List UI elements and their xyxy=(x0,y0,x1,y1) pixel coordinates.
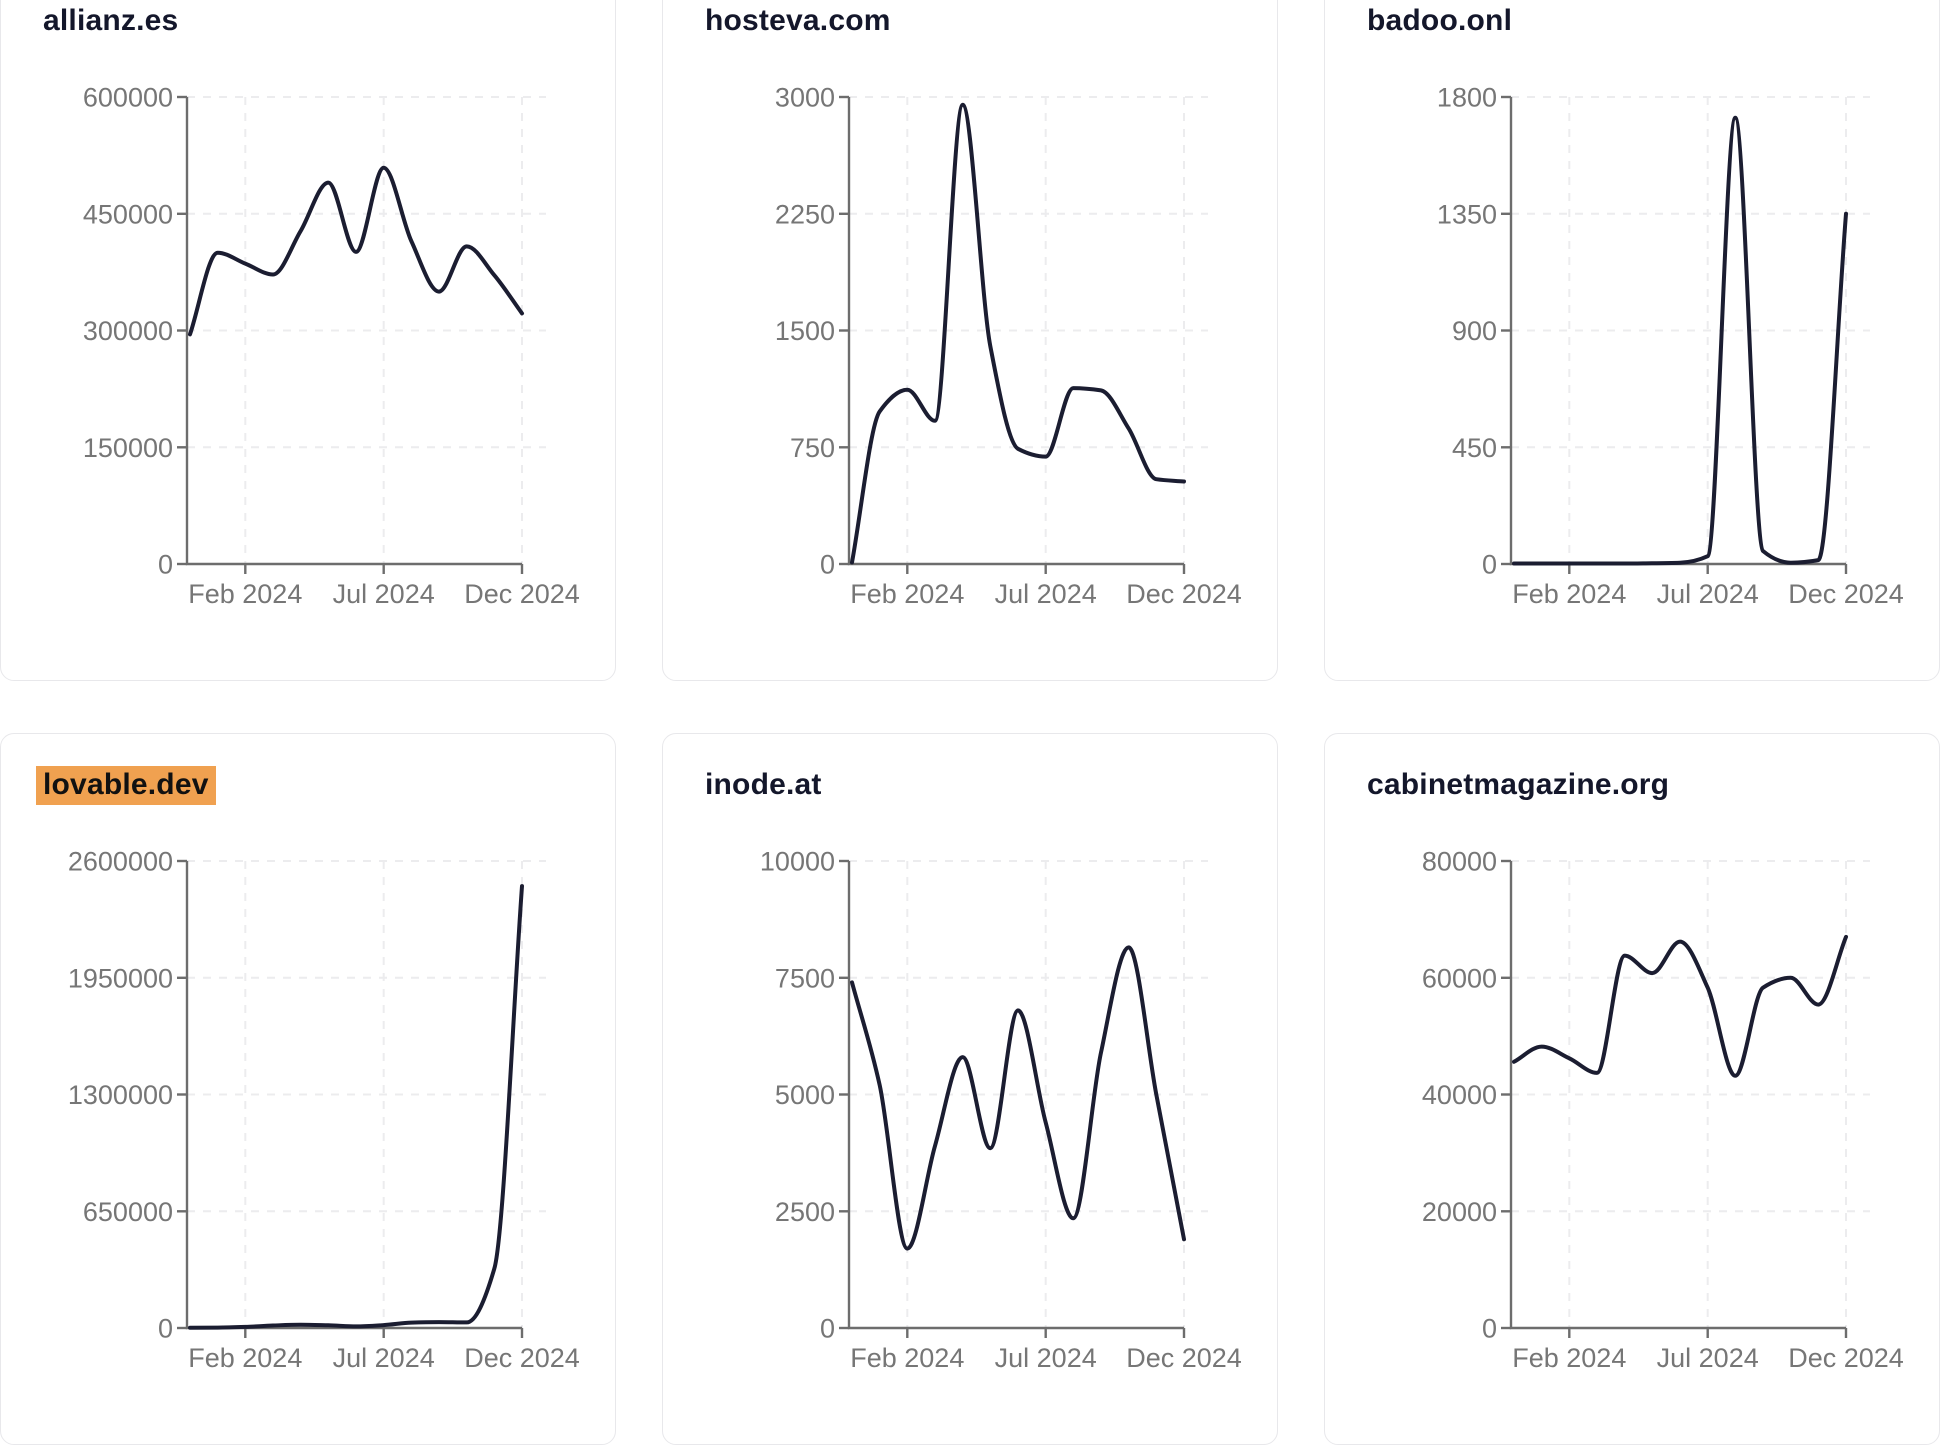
tick-labels: 0 750 1500 2250 3000 Feb 2024 Jul 2024 Dec 2024 xyxy=(775,83,1242,610)
chart-card: allianz.es 0 150000 300000 450000 600000 Feb … xyxy=(0,0,616,681)
x-tick-label: Jul 2024 xyxy=(333,1343,435,1373)
chart-title: hosteva.com xyxy=(663,0,1277,38)
y-tick-label: 40000 xyxy=(1422,1080,1497,1110)
y-tick-label: 2500 xyxy=(775,1197,835,1227)
y-tick-label: 7500 xyxy=(775,963,835,993)
x-tick-label: Jul 2024 xyxy=(1657,579,1759,609)
x-tick-label: Feb 2024 xyxy=(1512,579,1626,609)
gridlines xyxy=(849,860,1208,1328)
y-tick-label: 1800 xyxy=(1437,83,1497,113)
chart-title: badoo.onl xyxy=(1325,0,1939,38)
x-tick-label: Dec 2024 xyxy=(464,579,580,609)
y-tick-label: 5000 xyxy=(775,1080,835,1110)
y-tick-label: 900 xyxy=(1452,316,1497,346)
chart-title-text: cabinetmagazine.org xyxy=(1367,768,1670,801)
y-tick-label: 650000 xyxy=(83,1197,173,1227)
series-line xyxy=(188,165,524,337)
chart-title-text: hosteva.com xyxy=(705,4,891,37)
y-tick-label: 1950000 xyxy=(68,963,173,993)
gridlines xyxy=(1511,96,1870,564)
tick-labels: 0 450 900 1350 1800 Feb 2024 Jul 2024 Dec 2024 xyxy=(1437,83,1904,610)
axes xyxy=(1501,95,1848,574)
y-tick-label: 0 xyxy=(1482,550,1497,580)
line-chart: 0 450 900 1350 1800 Feb 2024 Jul 2024 Dec 2024 xyxy=(1437,83,1904,610)
y-tick-label: 20000 xyxy=(1422,1197,1497,1227)
y-tick-label: 0 xyxy=(158,1314,173,1344)
chart-title-text: lovable.dev xyxy=(36,766,216,805)
x-tick-label: Jul 2024 xyxy=(995,579,1097,609)
x-tick-label: Jul 2024 xyxy=(333,579,435,609)
gridlines xyxy=(1511,860,1870,1328)
axes xyxy=(177,859,524,1338)
series-line xyxy=(850,102,1186,565)
chart-title: allianz.es xyxy=(1,0,615,38)
chart-title-text: badoo.onl xyxy=(1367,4,1513,37)
x-tick-label: Feb 2024 xyxy=(850,1343,964,1373)
y-tick-label: 2250 xyxy=(775,199,835,229)
y-tick-label: 60000 xyxy=(1422,963,1497,993)
line-chart: 0 150000 300000 450000 600000 Feb 2024 Jul 202… xyxy=(83,83,580,610)
axes xyxy=(177,95,524,574)
chart-title: lovable.dev xyxy=(1,734,615,805)
series-line xyxy=(1512,934,1848,1078)
axes xyxy=(839,95,1186,574)
tick-labels: 0 150000 300000 450000 600000 Feb 2024 Jul 202… xyxy=(83,83,580,610)
x-tick-label: Jul 2024 xyxy=(995,1343,1097,1373)
y-tick-label: 600000 xyxy=(83,83,173,113)
gridlines xyxy=(849,96,1208,564)
y-tick-label: 150000 xyxy=(83,433,173,463)
chart-card: badoo.onl 0 450 900 1350 1800 Feb 2024 Jul 202… xyxy=(1324,0,1940,681)
y-tick-label: 80000 xyxy=(1422,847,1497,877)
line-chart: 0 2500 5000 7500 10000 Feb 2024 Jul 2024 Dec 20… xyxy=(760,847,1242,1374)
gridlines xyxy=(187,96,546,564)
x-tick-label: Jul 2024 xyxy=(1657,1343,1759,1373)
y-tick-label: 1350 xyxy=(1437,199,1497,229)
x-tick-label: Dec 2024 xyxy=(1788,579,1904,609)
x-tick-label: Feb 2024 xyxy=(188,579,302,609)
tick-labels: 0 20000 40000 60000 80000 Feb 2024 Jul 2024 Dec… xyxy=(1422,847,1904,1374)
x-tick-label: Dec 2024 xyxy=(1788,1343,1904,1373)
y-tick-label: 0 xyxy=(820,1314,835,1344)
series-line xyxy=(1512,115,1848,566)
line-chart: 0 650000 1300000 1950000 2600000 Feb 2024 Jul … xyxy=(68,847,580,1374)
chart-card: hosteva.com 0 750 1500 2250 3000 Feb 2024 Jul … xyxy=(662,0,1278,681)
chart-title: cabinetmagazine.org xyxy=(1325,734,1939,802)
x-tick-label: Dec 2024 xyxy=(464,1343,580,1373)
line-chart: 0 750 1500 2250 3000 Feb 2024 Jul 2024 Dec 2024 xyxy=(775,83,1242,610)
y-tick-label: 750 xyxy=(790,433,835,463)
y-tick-label: 300000 xyxy=(83,316,173,346)
chart-card: lovable.dev 0 650000 1300000 1950000 2600000… xyxy=(0,733,616,1445)
y-tick-label: 450 xyxy=(1452,433,1497,463)
x-tick-label: Dec 2024 xyxy=(1126,1343,1242,1373)
tick-labels: 0 650000 1300000 1950000 2600000 Feb 2024 Jul … xyxy=(68,847,580,1374)
tick-labels: 0 2500 5000 7500 10000 Feb 2024 Jul 2024 Dec 20… xyxy=(760,847,1242,1374)
series-line xyxy=(188,884,524,1330)
y-tick-label: 0 xyxy=(820,550,835,580)
chart-card: cabinetmagazine.org 0 20000 40000 60000 8000… xyxy=(1324,733,1940,1445)
chart-title-text: allianz.es xyxy=(43,4,179,37)
axes xyxy=(1501,859,1848,1338)
chart-title-text: inode.at xyxy=(705,768,822,801)
chart-title: inode.at xyxy=(663,734,1277,802)
y-tick-label: 2600000 xyxy=(68,847,173,877)
y-tick-label: 0 xyxy=(1482,1314,1497,1344)
y-tick-label: 3000 xyxy=(775,83,835,113)
y-tick-label: 1500 xyxy=(775,316,835,346)
x-tick-label: Dec 2024 xyxy=(1126,579,1242,609)
line-chart: 0 20000 40000 60000 80000 Feb 2024 Jul 2024 Dec… xyxy=(1422,847,1904,1374)
series-line xyxy=(850,945,1186,1251)
y-tick-label: 450000 xyxy=(83,199,173,229)
x-tick-label: Feb 2024 xyxy=(188,1343,302,1373)
y-tick-label: 10000 xyxy=(760,847,835,877)
chart-card: inode.at 0 2500 5000 7500 10000 Feb 2024 Jul 2… xyxy=(662,733,1278,1445)
x-tick-label: Feb 2024 xyxy=(850,579,964,609)
x-tick-label: Feb 2024 xyxy=(1512,1343,1626,1373)
gridlines xyxy=(187,860,546,1328)
axes xyxy=(839,859,1186,1338)
y-tick-label: 1300000 xyxy=(68,1080,173,1110)
y-tick-label: 0 xyxy=(158,550,173,580)
